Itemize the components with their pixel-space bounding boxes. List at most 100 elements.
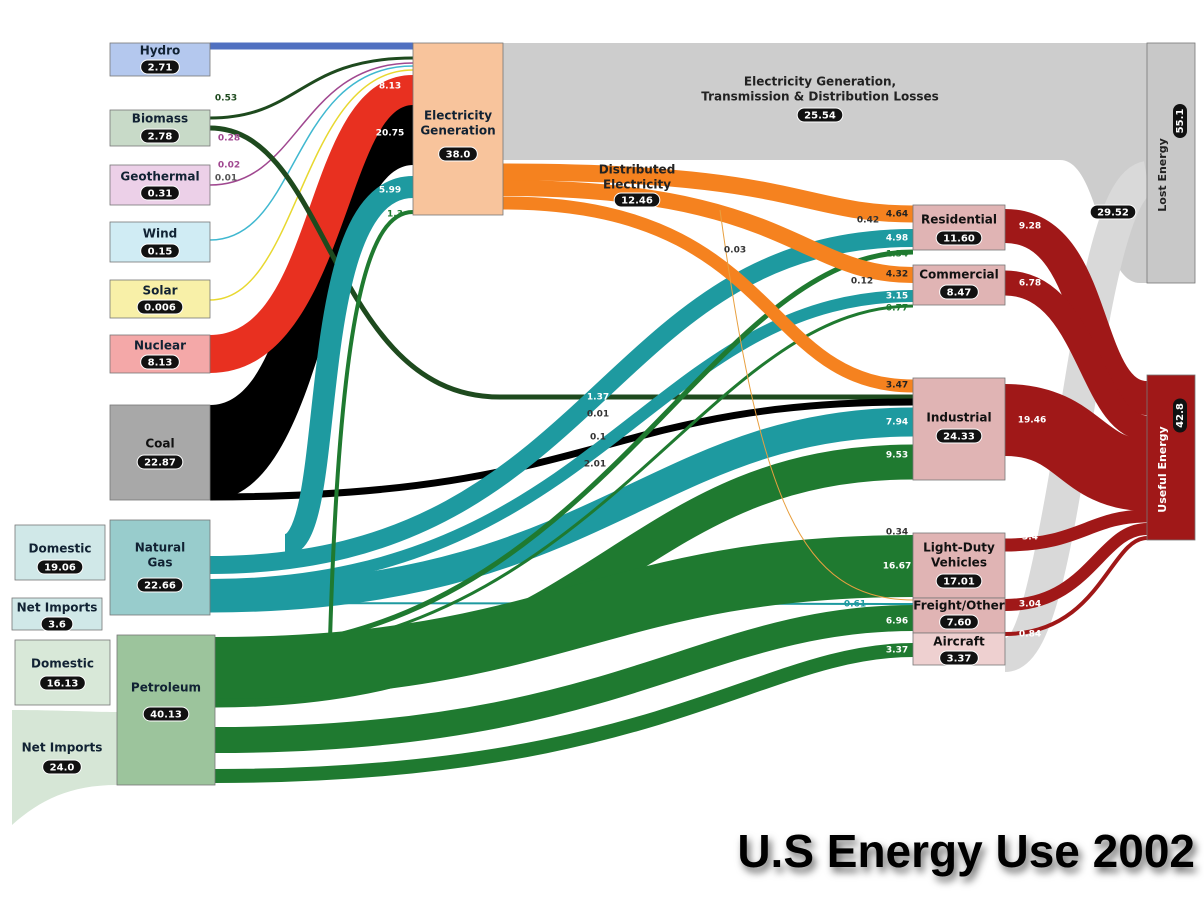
flow-label: 3.47 [886, 381, 908, 391]
flow-label: 0.53 [215, 94, 237, 104]
node-label: Domestic [29, 542, 92, 556]
flow-label: 0.03 [724, 246, 746, 256]
node-value: 55.1 [1175, 109, 1186, 134]
loss-label: Transmission & Distribution Losses [701, 90, 939, 104]
loss-label: Electricity Generation, [744, 75, 896, 89]
value-pill [136, 577, 184, 593]
wind-flow [209, 65, 414, 241]
value-pill [40, 616, 74, 632]
flow-label: 0.28 [218, 134, 240, 144]
value-pill-text: 40.13 [150, 710, 182, 721]
value-pill-text: 16.13 [47, 679, 79, 690]
value-pill [796, 107, 844, 123]
flow-label: 5.99 [379, 186, 401, 196]
electric-freight [719, 209, 914, 601]
flow-label: 3.04 [1019, 600, 1041, 610]
flow-label: 0.61 [844, 600, 866, 610]
flow-label: 6.78 [1019, 279, 1041, 289]
value-pill [36, 559, 84, 575]
value-pill-text: 2.71 [148, 63, 173, 74]
value-pill [939, 614, 979, 630]
flow-label: 9.53 [886, 451, 908, 461]
value-pill-text: 25.54 [804, 111, 836, 122]
value-pill [935, 230, 983, 246]
node-box [109, 519, 211, 616]
value-pill [136, 299, 184, 315]
value-pill [935, 428, 983, 444]
flow-label: 1.3 [387, 210, 403, 220]
light-duty-useful [1004, 509, 1148, 552]
industrial-useful [1003, 384, 1149, 511]
petroleum-freight [214, 605, 914, 753]
flow-label: 0.01 [587, 410, 609, 420]
flows [12, 42, 1154, 825]
value-pill-text: 0.31 [148, 189, 173, 200]
value-pill [939, 284, 979, 300]
value-pill-text: 12.46 [621, 196, 653, 207]
node-value: 42.8 [1175, 403, 1186, 428]
flow-label: 3.15 [886, 292, 908, 302]
flow-label: 0.1 [590, 433, 606, 443]
node-box [14, 639, 111, 706]
value-pill-text: 38.0 [446, 150, 471, 161]
node-label: Residential [921, 213, 997, 227]
value-pill [142, 706, 190, 722]
gas-electric [281, 176, 415, 556]
value-pill-text: 24.33 [943, 432, 975, 443]
nuclear-flow [210, 75, 413, 373]
node-label: Biomass [132, 112, 188, 126]
flow-label: 0.12 [851, 277, 873, 287]
flow-label: 1.37 [587, 393, 609, 403]
value-pill-text: 19.06 [44, 563, 76, 574]
flow-label: 0.84 [1019, 630, 1041, 640]
flow-label: 1.54 [886, 250, 908, 260]
value-pill-text: 8.47 [947, 288, 972, 299]
node-label: Solar [142, 284, 177, 298]
value-pill-text: 29.52 [1097, 208, 1129, 219]
flow-label: 3.4 [1022, 533, 1038, 543]
value-pill [1173, 104, 1187, 138]
flow-label: 2.01 [584, 460, 606, 470]
value-pill [438, 146, 478, 162]
value-pill [42, 759, 82, 775]
value-pill [140, 354, 180, 370]
flow-label: 0.34 [886, 528, 908, 538]
commercial-useful [1003, 270, 1149, 441]
flow-label: 0.77 [886, 304, 908, 314]
node-box [1146, 374, 1196, 541]
petroleum-residential [214, 249, 914, 653]
node-label: Petroleum [131, 681, 201, 695]
value-pill-text: 0.15 [148, 247, 173, 258]
value-pill [140, 243, 180, 259]
node-label: Wind [143, 227, 177, 241]
node-label: Domestic [31, 657, 94, 671]
node-label: Electricity [424, 109, 492, 123]
distributed-label: Electricity [603, 178, 671, 192]
value-pill-text: 0.006 [144, 303, 176, 314]
electric-commercial [502, 180, 914, 283]
node-label: Gas [147, 556, 172, 570]
gas-residential [209, 229, 914, 574]
node-label: Industrial [926, 411, 991, 425]
flow-label: 8.13 [379, 82, 401, 92]
value-pill-text: 22.66 [144, 581, 176, 592]
biomass-flow [209, 56, 414, 120]
labels: Hydro 2.71 Biomass 2.78 Geothermal 0.31 Wind 0.… [17, 44, 1187, 775]
node-label: Geothermal [120, 170, 199, 184]
value-pill [140, 128, 180, 144]
node-label: Net Imports [22, 741, 103, 755]
node-box [412, 42, 504, 216]
vertical-node-label: Lost Energy 55.1 [1156, 104, 1187, 212]
value-pill-text: 7.60 [947, 618, 972, 629]
flow-label: 4.32 [886, 270, 908, 280]
node-label: Nuclear [134, 339, 186, 353]
node-label: Light-Duty [923, 541, 995, 555]
value-pill-text: 11.60 [943, 234, 975, 245]
freight-useful [1004, 523, 1148, 611]
flow-label: 0.02 [218, 161, 240, 171]
flow-label: 6.96 [886, 617, 908, 627]
generation-loss [503, 43, 1147, 283]
electric-industrial [502, 196, 914, 393]
gas-commercial [209, 290, 914, 591]
residential-useful [1003, 209, 1150, 415]
